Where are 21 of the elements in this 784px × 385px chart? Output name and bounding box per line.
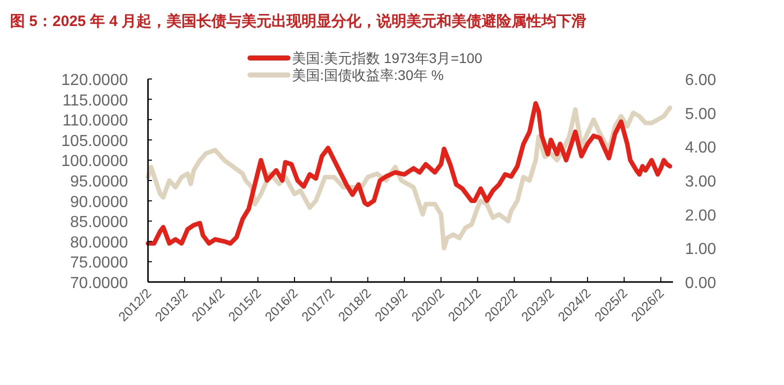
legend-label: 美国:国债收益率:30年 %	[292, 67, 444, 83]
y-tick-label: 85.0000	[70, 214, 128, 232]
y-tick-label: 75.0000	[70, 254, 128, 272]
y2-tick-label: 3.00	[685, 174, 716, 190]
chart-title: 图 5：2025 年 4 月起，美国长债与美元出现明显分化，说明美元和美债避险属性均下滑	[10, 12, 587, 30]
y2-tick-label: 6.00	[685, 72, 716, 89]
y-tick-label: 115.0000	[62, 92, 128, 110]
y-tick-label: 105.0000	[61, 132, 128, 150]
y-tick-label: 100.0000	[61, 153, 128, 170]
y-tick-label: 80.0000	[70, 234, 128, 252]
y-tick-label: 90.0000	[70, 194, 128, 211]
y2-tick-label: 0.00	[685, 275, 716, 292]
y-tick-label: 95.0000	[70, 174, 128, 190]
y2-tick-label: 5.00	[685, 106, 716, 123]
y-tick-label: 110.0000	[62, 112, 128, 130]
y2-tick-label: 2.00	[685, 207, 716, 224]
y-tick-label: 70.0000	[70, 275, 128, 292]
y2-tick-label: 4.00	[685, 140, 716, 157]
legend-label: 美国:美元指数 1973年3月=100	[292, 50, 482, 66]
y-tick-label: 120.0000	[61, 72, 128, 89]
y2-tick-label: 1.00	[685, 241, 716, 258]
